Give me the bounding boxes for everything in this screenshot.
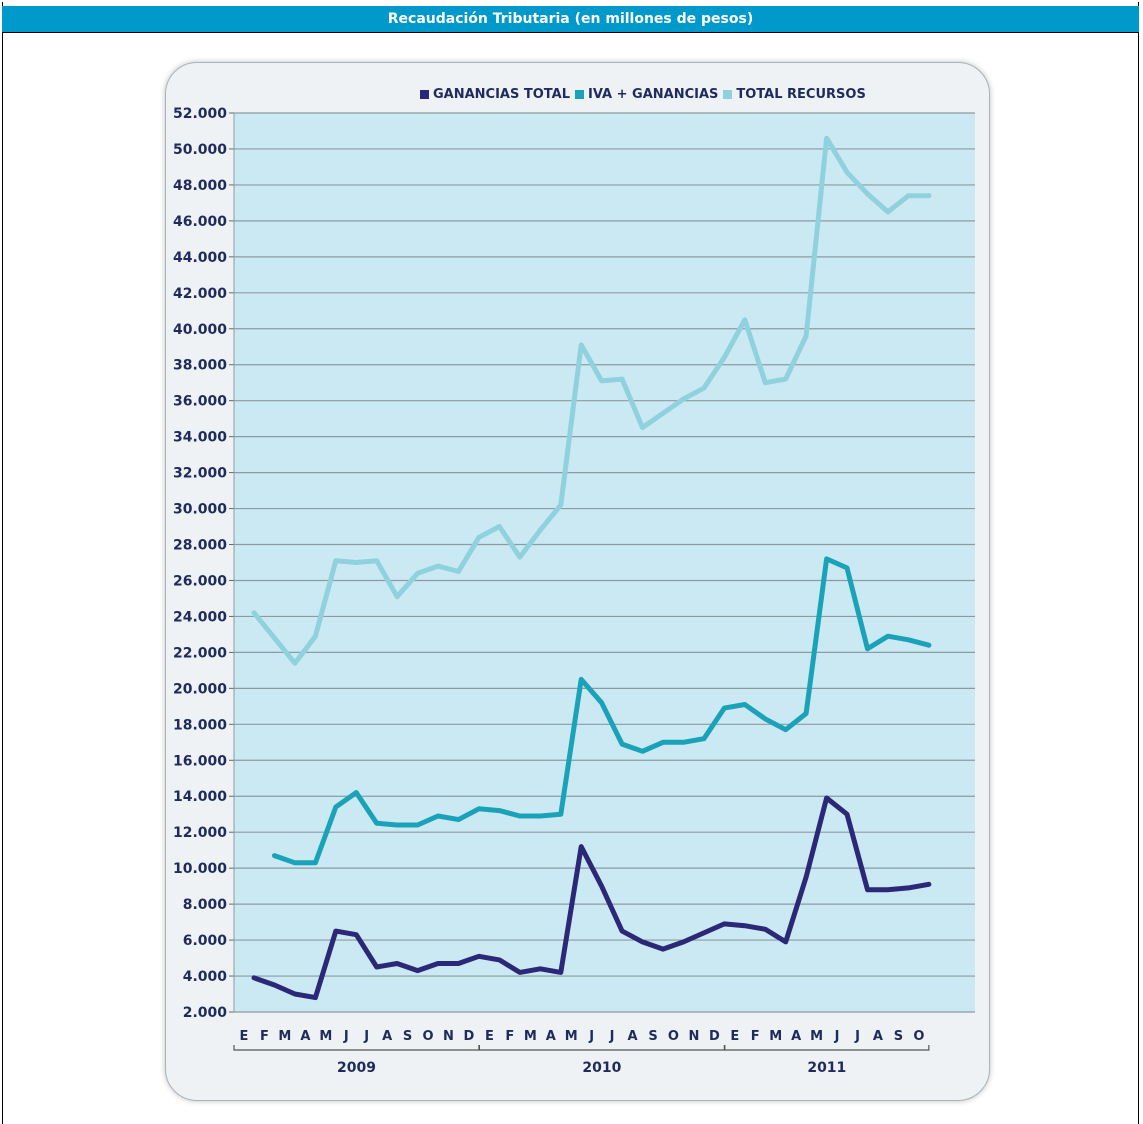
y-tick-label: 16.000 xyxy=(173,753,227,769)
y-tick-label: 38.000 xyxy=(173,358,227,374)
x-tick-label: J xyxy=(609,1029,615,1044)
y-tick-label: 42.000 xyxy=(173,286,227,302)
x-tick-label: M xyxy=(278,1029,291,1044)
legend-label-ganancias: GANANCIAS TOTAL xyxy=(433,86,571,102)
y-tick-label: 44.000 xyxy=(173,250,227,266)
page-title: Recaudación Tributaria (en millones de p… xyxy=(2,6,1139,33)
year-label: 2010 xyxy=(582,1060,621,1076)
y-tick-label: 2.000 xyxy=(183,1005,228,1021)
x-tick-label: A xyxy=(873,1029,883,1044)
x-tick-label: O xyxy=(668,1029,679,1044)
x-tick-label: A xyxy=(546,1029,556,1044)
y-tick-label: 36.000 xyxy=(173,394,227,410)
x-tick-label: E xyxy=(730,1029,739,1044)
year-label: 2011 xyxy=(807,1060,846,1076)
x-tick-label: N xyxy=(688,1029,699,1044)
x-tick-label: A xyxy=(382,1029,392,1044)
x-tick-label: M xyxy=(769,1029,782,1044)
y-tick-label: 34.000 xyxy=(173,430,227,446)
x-tick-label: M xyxy=(319,1029,332,1044)
x-tick-label: A xyxy=(628,1029,638,1044)
y-tick-label: 28.000 xyxy=(173,538,227,554)
y-tick-label: 22.000 xyxy=(173,645,227,661)
legend-label-total-recursos: TOTAL RECURSOS xyxy=(736,86,866,102)
series-line-0 xyxy=(251,795,932,1001)
x-tick-label: M xyxy=(565,1029,578,1044)
y-tick-label: 8.000 xyxy=(183,897,228,913)
y-tick-label: 46.000 xyxy=(173,214,227,230)
x-tick-label: A xyxy=(791,1029,801,1044)
year-bracket xyxy=(478,1045,725,1051)
x-tick-label: J xyxy=(343,1029,349,1044)
y-tick-label: 24.000 xyxy=(173,609,227,625)
series-line-1 xyxy=(271,556,932,866)
y-tick-label: 6.000 xyxy=(183,933,228,949)
year-bracket-line xyxy=(478,1045,725,1051)
y-tick-label: 26.000 xyxy=(173,573,227,589)
legend-swatch-iva-ganancias xyxy=(575,89,585,99)
x-tick-label: A xyxy=(300,1029,310,1044)
y-tick-label: 20.000 xyxy=(173,681,227,697)
x-tick-label: J xyxy=(363,1029,369,1044)
y-tick-label: 32.000 xyxy=(173,466,227,482)
year-bracket-line xyxy=(233,1045,480,1051)
y-tick-label: 50.000 xyxy=(173,142,227,158)
x-tick-label: J xyxy=(834,1029,840,1044)
y-tick-label: 12.000 xyxy=(173,825,227,841)
x-tick-label: O xyxy=(423,1029,434,1044)
x-tick-label: F xyxy=(505,1029,514,1044)
x-tick-label: J xyxy=(854,1029,860,1044)
x-tick-label: N xyxy=(443,1029,454,1044)
legend-swatch-ganancias xyxy=(420,89,429,99)
y-tick-label: 10.000 xyxy=(173,861,227,877)
x-tick-label: F xyxy=(751,1029,760,1044)
x-tick-label: E xyxy=(240,1029,249,1044)
y-tick-label: 52.000 xyxy=(173,106,227,122)
x-tick-label: S xyxy=(894,1029,903,1044)
y-tick-label: 14.000 xyxy=(173,789,227,805)
x-tick-label: F xyxy=(260,1029,269,1044)
y-tick-label: 30.000 xyxy=(173,502,227,518)
x-tick-label: S xyxy=(648,1029,657,1044)
x-tick-label: D xyxy=(464,1029,475,1044)
legend-item-ganancias: GANANCIAS TOTAL xyxy=(420,87,570,102)
legend-item-iva-ganancias: IVA + GANANCIAS xyxy=(575,87,718,102)
x-tick-label: J xyxy=(588,1029,594,1044)
y-tick-label: 18.000 xyxy=(173,717,227,733)
x-tick-label: S xyxy=(403,1029,412,1044)
series-line-2 xyxy=(251,135,932,666)
y-tick-label: 4.000 xyxy=(183,969,228,985)
y-tick-label: 40.000 xyxy=(173,322,227,338)
legend-swatch-total-recursos xyxy=(723,89,733,99)
legend-item-total-recursos: TOTAL RECURSOS xyxy=(723,86,866,102)
x-tick-label: E xyxy=(485,1029,494,1044)
x-tick-label: D xyxy=(709,1029,720,1044)
year-bracket-line xyxy=(724,1045,930,1051)
legend-label-iva-ganancias: IVA + GANANCIAS xyxy=(588,86,719,102)
x-tick-label: M xyxy=(810,1029,823,1044)
x-tick-label: M xyxy=(524,1029,537,1044)
y-tick-label: 48.000 xyxy=(173,178,227,194)
year-bracket xyxy=(724,1045,930,1051)
year-bracket xyxy=(233,1045,480,1051)
x-tick-label: O xyxy=(913,1029,924,1044)
year-label: 2009 xyxy=(337,1060,376,1076)
chart-legend: GANANCIAS TOTAL IVA + GANANCIAS TOTAL RE… xyxy=(420,85,871,103)
